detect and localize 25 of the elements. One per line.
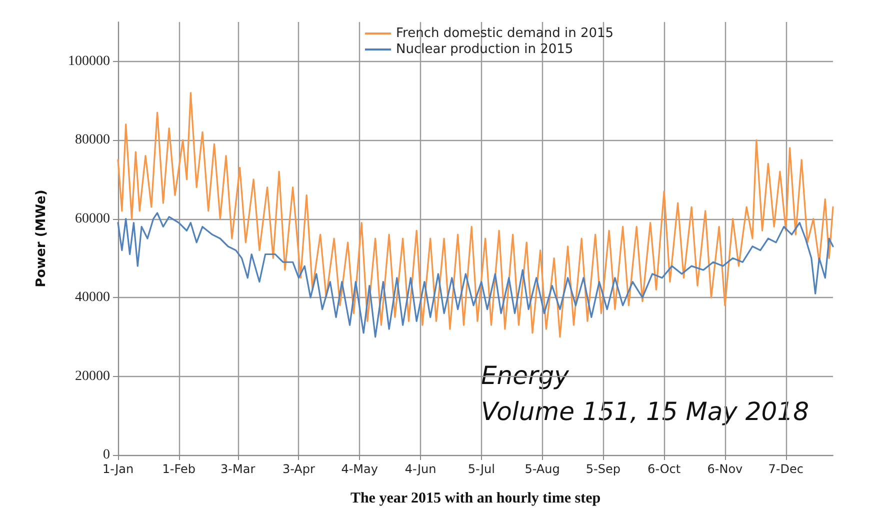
- line-series: [117, 92, 834, 338]
- legend-label: Nuclear production in 2015: [396, 42, 574, 57]
- annotation: Volume 151, 15 May 2018: [481, 397, 810, 426]
- y-tick-label: 40000: [75, 290, 110, 306]
- x-tick-label: 5-Sep: [586, 462, 620, 476]
- y-tick-label: 20000: [75, 368, 110, 384]
- y-axis-title: Power (MWe): [34, 190, 49, 288]
- x-tick-label: 4-May: [341, 462, 378, 476]
- x-tick-label: 5-Jul: [468, 462, 495, 476]
- x-tick-label: 3-Apr: [282, 462, 316, 476]
- x-tick-label: 3-Mar: [220, 462, 256, 476]
- x-axis-title: The year 2015 with an hourly time step: [350, 490, 601, 506]
- x-tick-label: 4-Jun: [404, 462, 436, 476]
- x-tick-label: 1-Jan: [102, 462, 134, 476]
- y-tick-label: 0: [103, 448, 110, 462]
- x-tick-label: 7-Dec: [768, 462, 804, 476]
- x-tick-label: 6-Oct: [648, 462, 681, 476]
- x-tick-label: 1-Feb: [162, 462, 196, 476]
- legend-label: French domestic demand in 2015: [396, 26, 614, 41]
- x-tick-label: 6-Nov: [707, 462, 743, 476]
- y-tick-label: 80000: [75, 132, 110, 148]
- x-tick-label: 5-Aug: [524, 462, 560, 476]
- line-series: [117, 212, 834, 338]
- y-tick-label: 60000: [75, 211, 110, 226]
- y-tick-label: 100000: [68, 54, 110, 69]
